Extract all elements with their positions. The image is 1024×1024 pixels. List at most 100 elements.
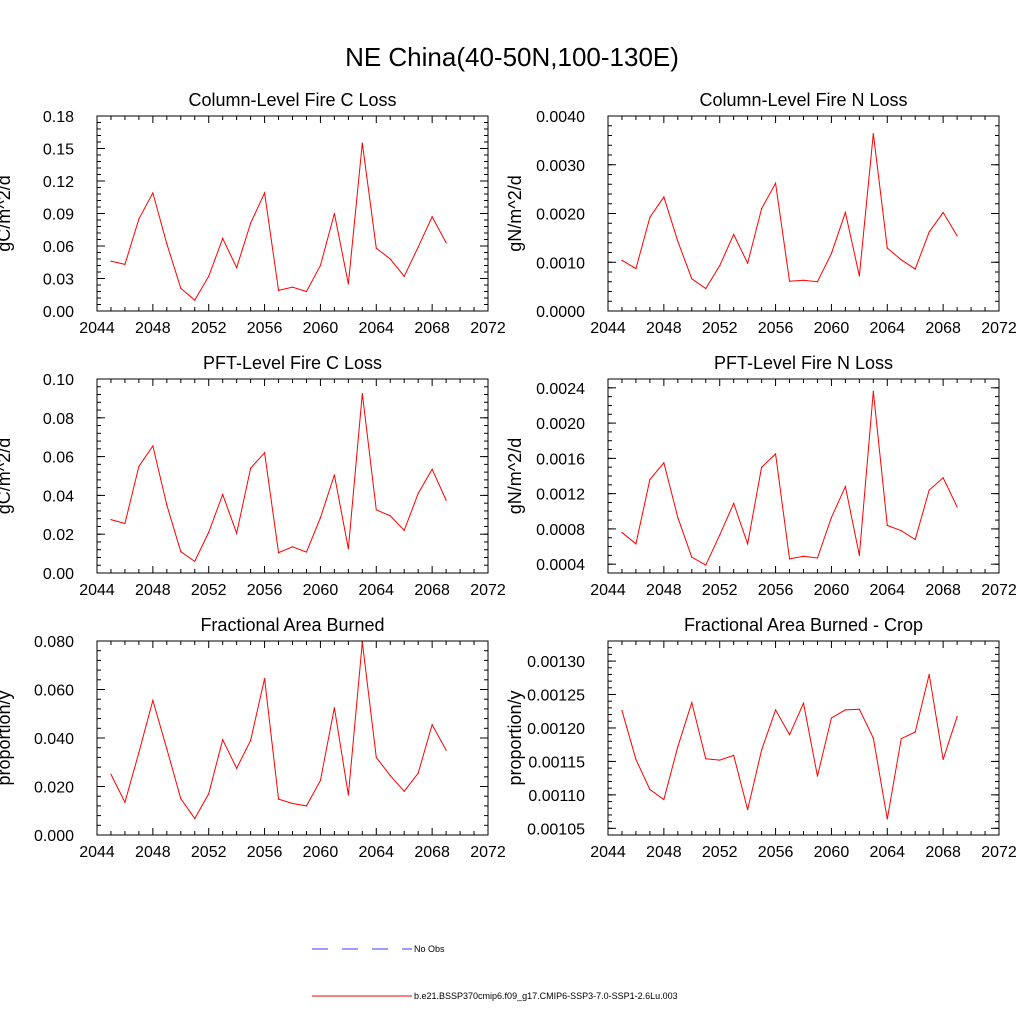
x-tick-label: 2060 <box>814 320 850 337</box>
data-point <box>319 517 322 519</box>
data-point <box>830 717 833 719</box>
series-line <box>621 133 958 290</box>
data-point <box>844 709 846 711</box>
y-tick-label: 0.020 <box>34 780 74 797</box>
y-tick-label: 0.03 <box>43 272 74 289</box>
panel-title: Column-Level Fire N Loss <box>699 90 907 110</box>
data-point <box>194 817 196 820</box>
plot-frame <box>96 378 489 574</box>
x-tick-label: 2072 <box>470 844 506 861</box>
data-point <box>208 793 210 795</box>
data-point <box>872 390 874 392</box>
data-point <box>774 709 777 711</box>
data-point <box>719 759 721 761</box>
data-point <box>705 758 707 760</box>
data-point <box>347 548 349 550</box>
data-point <box>747 543 749 545</box>
data-point <box>236 767 238 769</box>
x-tick-label: 2056 <box>758 320 794 337</box>
data-point <box>222 237 224 240</box>
data-point <box>445 499 447 501</box>
y-tick-label: 0.040 <box>34 731 74 748</box>
chart-panel-6: Fractional Area Burned - Crop 2044 2048 205… <box>505 615 1017 861</box>
x-tick-label: 2064 <box>358 320 394 337</box>
y-tick-label: 0.04 <box>43 488 74 505</box>
data-point <box>305 290 308 293</box>
data-point <box>166 748 168 750</box>
x-tick-label: 2056 <box>247 582 283 599</box>
y-tick-label: 0.00115 <box>528 754 585 771</box>
data-point <box>305 551 308 553</box>
y-axis-label: gN/m^2/d <box>505 438 525 514</box>
data-point <box>747 262 749 264</box>
data-point <box>208 531 210 533</box>
x-tick-label: 2068 <box>414 844 450 861</box>
x-tick-label: 2052 <box>191 582 227 599</box>
data-point <box>431 216 433 218</box>
x-tick-label: 2072 <box>981 320 1017 337</box>
data-point <box>110 773 112 775</box>
data-point <box>180 798 182 800</box>
chart-panel-4: PFT-Level Fire N Loss 2044 2048 2052 2056 206… <box>505 353 1017 599</box>
series-line <box>621 674 958 820</box>
data-point <box>152 192 154 194</box>
data-point <box>774 182 777 184</box>
x-tick-label: 2064 <box>869 320 905 337</box>
data-point <box>928 489 930 491</box>
data-point <box>375 756 377 759</box>
legend-obs-label: No Obs <box>414 944 445 954</box>
x-tick-label: 2044 <box>79 844 115 861</box>
data-point <box>719 534 721 536</box>
y-tick-label: 0.10 <box>43 372 74 389</box>
data-point <box>858 554 860 556</box>
series-line <box>110 642 447 820</box>
plot-frame <box>96 640 489 836</box>
x-tick-label: 2068 <box>925 582 961 599</box>
data-point <box>333 212 335 215</box>
series-line <box>110 393 447 563</box>
chart-panel-1: Column-Level Fire C Loss 2044 2048 2052 2056… <box>0 90 506 337</box>
data-point <box>705 287 707 290</box>
y-axis-label: proportion/y <box>0 690 14 785</box>
x-tick-label: 2044 <box>590 582 626 599</box>
data-point <box>361 392 363 395</box>
data-point <box>788 558 791 560</box>
data-point <box>194 299 196 301</box>
data-point <box>110 260 112 262</box>
data-point <box>928 673 930 676</box>
data-point <box>802 555 805 557</box>
x-tick-label: 2052 <box>702 320 738 337</box>
data-point <box>277 289 280 292</box>
data-point <box>649 788 651 791</box>
y-tick-label: 0.0000 <box>536 304 585 321</box>
x-tick-label: 2068 <box>414 582 450 599</box>
data-point <box>263 677 266 680</box>
data-point <box>802 279 805 281</box>
y-tick-label: 0.00110 <box>528 788 585 805</box>
x-tick-label: 2060 <box>814 582 850 599</box>
x-tick-label: 2060 <box>814 844 850 861</box>
data-point <box>691 278 693 280</box>
data-point <box>319 779 322 782</box>
data-point <box>445 749 447 751</box>
data-point <box>431 724 433 726</box>
data-point <box>663 196 665 198</box>
data-point <box>417 492 419 495</box>
x-tick-label: 2060 <box>303 320 339 337</box>
data-point <box>956 506 958 508</box>
y-axis-label: proportion/y <box>505 690 525 785</box>
x-tick-label: 2052 <box>702 582 738 599</box>
data-point <box>956 235 958 237</box>
data-point <box>375 247 377 249</box>
data-point <box>222 493 224 496</box>
data-point <box>138 751 140 754</box>
data-point <box>250 467 252 469</box>
x-tick-label: 2064 <box>358 844 394 861</box>
data-point <box>733 233 735 236</box>
y-tick-label: 0.00130 <box>527 654 585 671</box>
x-tick-label: 2044 <box>79 582 115 599</box>
legend: No Obs b.e21.BSSP370cmip6.f09_g17.CMIP6-… <box>312 944 678 1001</box>
data-point <box>333 707 335 709</box>
data-point <box>445 242 447 244</box>
